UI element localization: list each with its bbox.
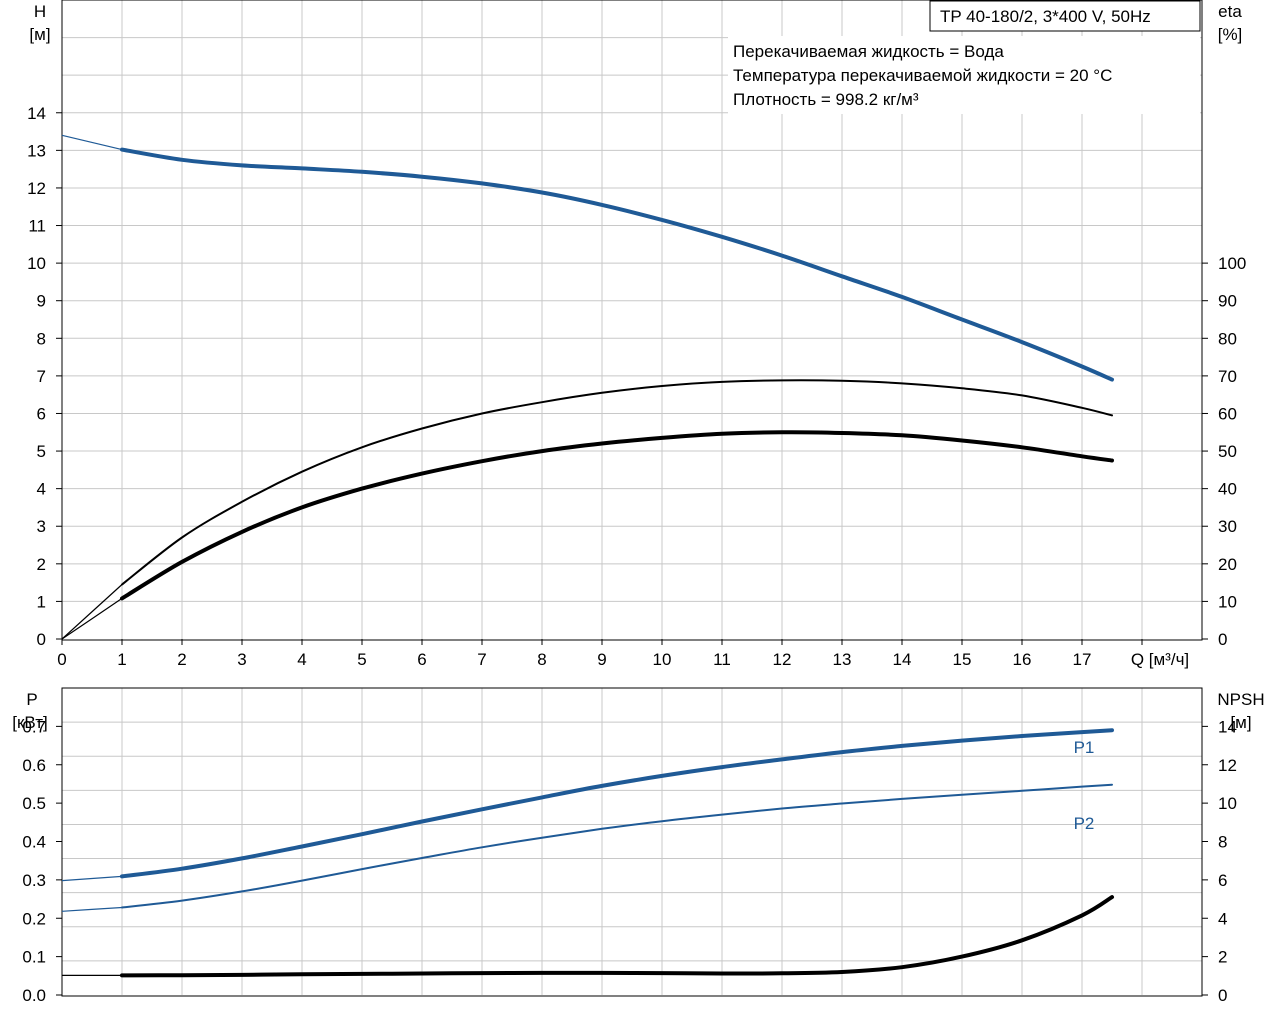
right-tick-label: 50 — [1218, 442, 1237, 461]
left-tick-label: 0.2 — [22, 909, 46, 928]
series-label-p1: P1 — [1074, 738, 1095, 757]
left-tick-label: 11 — [28, 217, 46, 236]
right-tick-label: 20 — [1218, 555, 1237, 574]
top-left-axis-label-1: H — [34, 2, 46, 21]
top-left-axis-label-2: [м] — [29, 25, 50, 44]
left-tick-label: 9 — [37, 292, 46, 311]
left-tick-label: 0.6 — [22, 756, 46, 775]
left-tick-label: 0.7 — [22, 717, 46, 736]
info-line-temperature: Температура перекачиваемой жидкости = 20… — [733, 66, 1112, 85]
x-tick-label: 4 — [297, 650, 306, 669]
right-tick-label: 6 — [1218, 871, 1227, 890]
right-tick-label: 4 — [1218, 909, 1227, 928]
top-chart-frame — [61, 0, 1203, 641]
bottom-right-axis-label-1: NPSH — [1217, 690, 1264, 709]
series-extrapolation-P2 — [61, 906, 123, 912]
left-tick-label: 14 — [27, 104, 46, 123]
right-tick-label: 70 — [1218, 367, 1237, 386]
bottom-right-axis: 0 2 4 6 8 10 12 14 — [1202, 717, 1237, 1005]
top-x-axis-label: Q [м³/ч] — [1131, 650, 1189, 669]
top-chart-curves — [61, 134, 1114, 640]
right-tick-label: 10 — [1218, 592, 1237, 611]
top-x-axis: 0 1 2 3 4 5 6 7 8 9 10 11 12 13 14 15 16 17 — [57, 639, 1143, 669]
x-tick-label: 16 — [1013, 650, 1032, 669]
x-tick-label: 2 — [177, 650, 186, 669]
info-box — [728, 36, 1200, 114]
x-tick-label: 7 — [477, 650, 486, 669]
bottom-chart-curves — [61, 728, 1114, 978]
series-line-NPSH — [120, 895, 1114, 978]
info-line-density: Плотность = 998.2 кг/м³ — [733, 90, 919, 109]
series-line-eta-thin — [121, 379, 1113, 586]
top-right-axis-label-1: eta — [1218, 2, 1242, 21]
x-tick-label: 12 — [773, 650, 792, 669]
left-tick-label: 5 — [37, 442, 46, 461]
x-tick-label: 0 — [57, 650, 66, 669]
right-tick-label: 40 — [1218, 480, 1237, 499]
left-tick-label: 3 — [37, 517, 46, 536]
top-right-axis: 0 10 20 30 40 50 60 70 80 90 100 — [1202, 254, 1246, 649]
series-line-P2 — [121, 783, 1113, 909]
series-extrapolation-H — [61, 134, 123, 151]
x-tick-label: 10 — [653, 650, 672, 669]
top-right-axis-label-2: [%] — [1218, 25, 1243, 44]
left-tick-label: 12 — [27, 179, 46, 198]
left-tick-label: 13 — [27, 141, 46, 160]
x-tick-label: 11 — [713, 650, 731, 669]
right-tick-label: 10 — [1218, 794, 1237, 813]
x-tick-label: 14 — [893, 650, 912, 669]
x-tick-label: 8 — [537, 650, 546, 669]
bottom-left-axis: 0.0 0.1 0.2 0.3 0.4 0.5 0.6 0.7 — [22, 717, 62, 1005]
series-extrapolation-P1 — [61, 875, 123, 882]
left-tick-label: 7 — [37, 367, 46, 386]
right-tick-label: 0 — [1218, 986, 1227, 1005]
bottom-left-axis-label-2: [кВт] — [12, 713, 47, 732]
x-tick-label: 6 — [417, 650, 426, 669]
x-tick-label: 5 — [357, 650, 366, 669]
left-tick-label: 8 — [37, 329, 46, 348]
left-tick-label: 0.0 — [22, 986, 46, 1005]
right-tick-label: 100 — [1218, 254, 1246, 273]
x-tick-label: 15 — [953, 650, 972, 669]
title-box — [929, 0, 1201, 32]
right-tick-label: 90 — [1218, 292, 1237, 311]
right-tick-label: 14 — [1218, 717, 1237, 736]
left-tick-label: 0.5 — [22, 794, 46, 813]
right-tick-label: 30 — [1218, 517, 1237, 536]
x-tick-label: 13 — [833, 650, 852, 669]
info-line-fluid: Перекачиваемая жидкость = Вода — [733, 42, 1004, 61]
series-line-H — [120, 147, 1114, 382]
right-tick-label: 2 — [1218, 948, 1227, 967]
left-tick-label: 6 — [37, 404, 46, 423]
left-tick-label: 10 — [27, 254, 46, 273]
right-tick-label: 12 — [1218, 756, 1237, 775]
x-tick-label: 17 — [1073, 650, 1092, 669]
x-tick-label: 3 — [237, 650, 246, 669]
series-extrapolation-eta-thick — [61, 597, 123, 640]
title-text: TP 40-180/2, 3*400 V, 50Hz — [940, 7, 1151, 26]
right-tick-label: 80 — [1218, 329, 1237, 348]
left-tick-label: 2 — [37, 555, 46, 574]
series-line-eta-thick — [120, 430, 1114, 601]
right-tick-label: 8 — [1218, 833, 1227, 852]
right-tick-label: 0 — [1218, 630, 1227, 649]
series-extrapolation-eta-thin — [61, 584, 123, 640]
bottom-left-axis-label-1: P — [26, 690, 37, 709]
series-label-p2: P2 — [1074, 814, 1095, 833]
bottom-right-axis-label-2: [м] — [1230, 713, 1251, 732]
left-tick-label: 4 — [37, 480, 46, 499]
left-tick-label: 0.4 — [22, 833, 46, 852]
left-tick-label: 0.3 — [22, 871, 46, 890]
left-tick-label: 0.1 — [22, 948, 46, 967]
left-tick-label: 1 — [37, 592, 46, 611]
right-tick-label: 60 — [1218, 404, 1237, 423]
series-line-P1 — [120, 728, 1114, 879]
left-tick-label: 0 — [37, 630, 46, 649]
x-tick-label: 9 — [597, 650, 606, 669]
x-tick-label: 1 — [117, 650, 126, 669]
